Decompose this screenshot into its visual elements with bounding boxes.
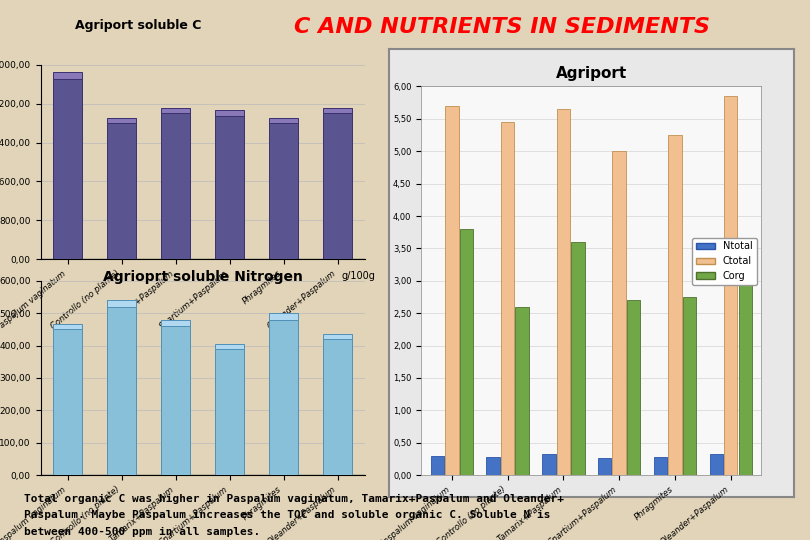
Bar bbox=[501, 122, 514, 475]
Bar bbox=[269, 123, 298, 259]
Bar bbox=[598, 458, 612, 475]
Text: Total organic C was higher in Paspalum vaginatum, Tamarix+Paspalum and Oleander+: Total organic C was higher in Paspalum v… bbox=[24, 494, 565, 504]
Bar bbox=[322, 334, 352, 339]
Bar bbox=[612, 151, 626, 475]
Bar bbox=[724, 96, 737, 475]
Legend: Ntotal, Ctotal, Corg: Ntotal, Ctotal, Corg bbox=[692, 238, 757, 285]
Bar bbox=[269, 313, 298, 320]
Bar bbox=[710, 455, 723, 475]
Bar bbox=[53, 329, 83, 475]
Bar bbox=[654, 457, 667, 475]
Bar bbox=[627, 300, 641, 475]
Text: Agriport soluble C: Agriport soluble C bbox=[75, 19, 201, 32]
Bar bbox=[683, 297, 696, 475]
Bar bbox=[107, 118, 136, 123]
Bar bbox=[322, 107, 352, 113]
Bar bbox=[269, 118, 298, 123]
Bar bbox=[487, 457, 500, 475]
Text: Agrioprt soluble Nitrogen: Agrioprt soluble Nitrogen bbox=[103, 270, 302, 284]
Bar bbox=[431, 456, 444, 475]
Text: C AND NUTRIENTS IN SEDIMENTS: C AND NUTRIENTS IN SEDIMENTS bbox=[294, 17, 710, 37]
Bar bbox=[269, 320, 298, 475]
Bar bbox=[215, 116, 245, 259]
Bar bbox=[160, 113, 190, 259]
Bar bbox=[160, 107, 190, 113]
Text: Paspalum. Maybe Paspalum increases the TOC and soluble organic C. Soluble N is: Paspalum. Maybe Paspalum increases the T… bbox=[24, 510, 551, 521]
Bar bbox=[215, 344, 245, 349]
Bar bbox=[107, 307, 136, 475]
Bar bbox=[322, 339, 352, 475]
Bar bbox=[160, 320, 190, 326]
Bar bbox=[556, 109, 570, 475]
Bar bbox=[107, 300, 136, 307]
Text: between 400-500 ppm in all samples.: between 400-500 ppm in all samples. bbox=[24, 526, 261, 537]
Bar bbox=[460, 229, 473, 475]
Y-axis label: g/100g: g/100g bbox=[341, 271, 375, 281]
Bar bbox=[215, 110, 245, 116]
Bar bbox=[571, 242, 585, 475]
Bar bbox=[107, 123, 136, 259]
Bar bbox=[542, 455, 556, 475]
Bar bbox=[668, 135, 682, 475]
Bar bbox=[322, 113, 352, 259]
Bar bbox=[160, 326, 190, 475]
Bar bbox=[446, 106, 458, 475]
Bar bbox=[739, 245, 752, 475]
Bar bbox=[53, 79, 83, 259]
Bar bbox=[215, 349, 245, 475]
Bar bbox=[53, 323, 83, 329]
Bar bbox=[515, 307, 529, 475]
Title: Agriport: Agriport bbox=[556, 66, 627, 81]
Bar bbox=[53, 72, 83, 79]
